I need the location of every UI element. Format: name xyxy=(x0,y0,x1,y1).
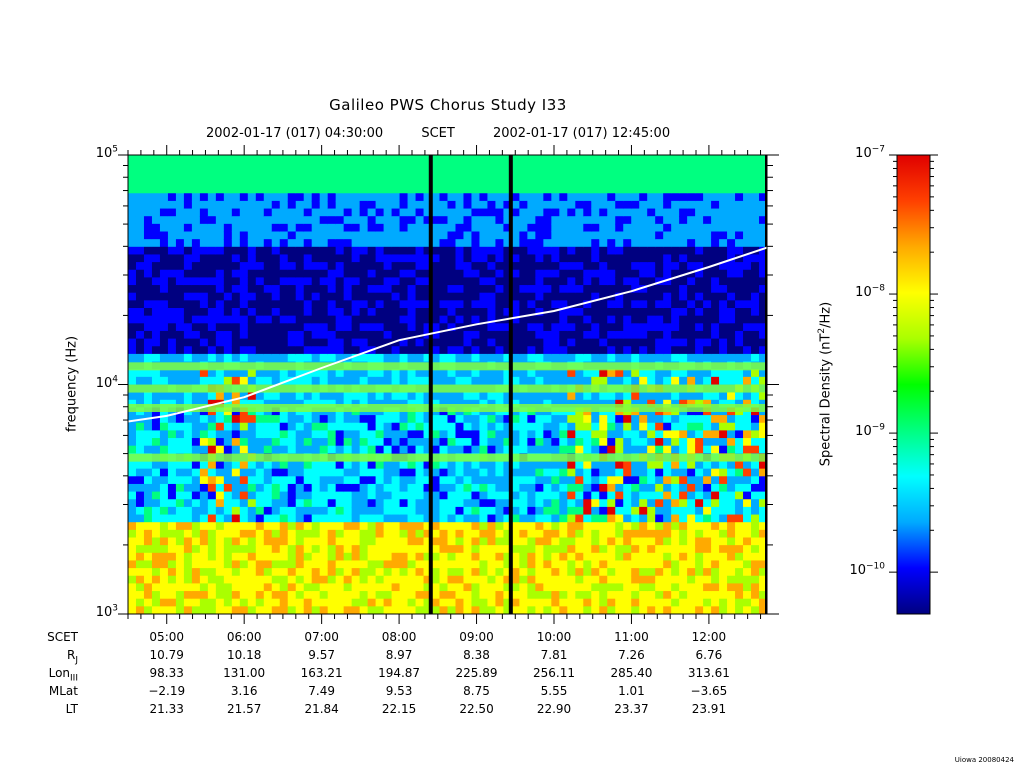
ephemeris-value: 285.40 xyxy=(610,666,653,680)
colorbar-tick-label: 10−8 xyxy=(835,283,885,301)
ephemeris-name: Lon xyxy=(48,666,71,680)
ephemeris-value: 06:00 xyxy=(226,630,262,644)
y-tick-exp: 5 xyxy=(112,144,118,155)
ephemeris-value: 11:00 xyxy=(614,630,649,644)
ephemeris-value: 10.18 xyxy=(226,648,262,662)
ephemeris-value: −3.65 xyxy=(690,684,728,698)
colorbar-tick-base: 10 xyxy=(855,146,872,161)
y-tick-base: 10 xyxy=(95,605,113,620)
ephemeris-value: 5.55 xyxy=(540,684,568,698)
ephemeris-value: 23.91 xyxy=(691,702,727,716)
ephemeris-value: 10:00 xyxy=(536,630,572,644)
ephemeris-value: 3.16 xyxy=(230,684,258,698)
credit-label: Uiowa 20080424 xyxy=(954,756,1014,764)
time-end-label: 2002-01-17 (017) 12:45:00 xyxy=(492,126,671,141)
colorbar-tick-exp: −8 xyxy=(871,283,885,294)
ephemeris-value: 8.75 xyxy=(463,684,490,698)
ephemeris-value: 7.81 xyxy=(540,648,568,662)
ephemeris-value: 313.61 xyxy=(687,666,730,680)
colorbar-tick-label: 10−7 xyxy=(835,144,885,161)
ephemeris-value: 12:00 xyxy=(691,630,727,644)
data-gap-2 xyxy=(508,155,513,614)
ephemeris-value: 7.49 xyxy=(308,684,335,698)
spectrogram-area xyxy=(128,155,767,614)
ephemeris-value: 9.57 xyxy=(308,648,335,662)
ephemeris-row-name: RJ xyxy=(38,648,78,666)
ephemeris-value: 21.57 xyxy=(226,702,262,716)
colorbar-tick-base: 10 xyxy=(855,285,872,301)
ephemeris-value: 7.26 xyxy=(618,648,645,662)
ephemeris-value: 8.97 xyxy=(385,648,413,662)
ephemeris-value: 1.01 xyxy=(618,684,645,698)
y-tick-label: 103 xyxy=(78,603,118,620)
ephemeris-value: 9.53 xyxy=(385,684,413,698)
ephemeris-subscript: J xyxy=(75,655,78,666)
ephemeris-value: 6.76 xyxy=(695,648,723,662)
ephemeris-value: 23.37 xyxy=(614,702,649,716)
colorbar-tick-exp: −10 xyxy=(866,561,885,572)
ephemeris-value: 22.90 xyxy=(536,702,572,716)
ephemeris-value: 8.38 xyxy=(463,648,490,662)
ephemeris-value: 22.50 xyxy=(459,702,494,716)
ephemeris-value: 22.15 xyxy=(381,702,417,716)
colorbar-tick-label: 10−10 xyxy=(835,561,885,579)
ephemeris-value: 256.11 xyxy=(533,666,575,680)
ephemeris-name: R xyxy=(67,648,76,662)
ephemeris-value: −2.19 xyxy=(148,684,186,698)
colorbar xyxy=(896,154,931,615)
colorbar-tick-base: 10 xyxy=(849,563,866,579)
electron-cyclotron-curve xyxy=(128,246,767,423)
data-gap-1 xyxy=(428,155,433,614)
ephemeris-row-name: MLat xyxy=(38,684,78,698)
ephemeris-value: 98.33 xyxy=(149,666,184,680)
ephemeris-value: 21.33 xyxy=(149,702,184,716)
colorbar-tick-exp: −7 xyxy=(871,144,885,155)
ephemeris-value: 10.79 xyxy=(149,648,184,662)
y-tick-exp: 3 xyxy=(112,603,118,614)
y-tick-label: 105 xyxy=(78,144,118,161)
colorbar-tick-exp: −9 xyxy=(871,422,885,433)
ephemeris-value: 21.84 xyxy=(304,702,339,716)
time-mid-label: SCET xyxy=(421,126,455,141)
y-tick-base: 10 xyxy=(95,375,113,391)
y-tick-base: 10 xyxy=(95,146,113,161)
y-tick-label: 104 xyxy=(78,374,118,391)
ephemeris-row-name: SCET xyxy=(38,630,78,644)
colorbar-tick-label: 10−9 xyxy=(835,422,885,440)
ephemeris-value: 225.89 xyxy=(455,666,498,680)
colorbar-tick-base: 10 xyxy=(855,424,872,440)
ephemeris-value: 08:00 xyxy=(381,630,417,644)
ephemeris-name: SCET xyxy=(47,630,78,644)
ephemeris-row-name: LonIII xyxy=(38,666,78,684)
chart-title: Galileo PWS Chorus Study I33 xyxy=(329,96,567,114)
time-start-label: 2002-01-17 (017) 04:30:00 xyxy=(206,126,384,141)
ephemeris-value: 163.21 xyxy=(300,666,343,680)
ephemeris-name: MLat xyxy=(48,684,78,698)
ephemeris-subscript: III xyxy=(70,673,78,684)
ephemeris-value: 194.87 xyxy=(378,666,421,680)
y-tick-exp: 4 xyxy=(112,374,118,385)
ephemeris-value: 131.00 xyxy=(223,666,266,680)
ephemeris-value: 09:00 xyxy=(459,630,494,644)
ephemeris-value: 07:00 xyxy=(304,630,339,644)
ephemeris-name: LT xyxy=(65,702,78,716)
ephemeris-value: 05:00 xyxy=(149,630,185,644)
ephemeris-row-name: LT xyxy=(38,702,78,716)
time-range-header: 2002-01-17 (017) 04:30:00 SCET 2002-01-1… xyxy=(206,126,704,141)
